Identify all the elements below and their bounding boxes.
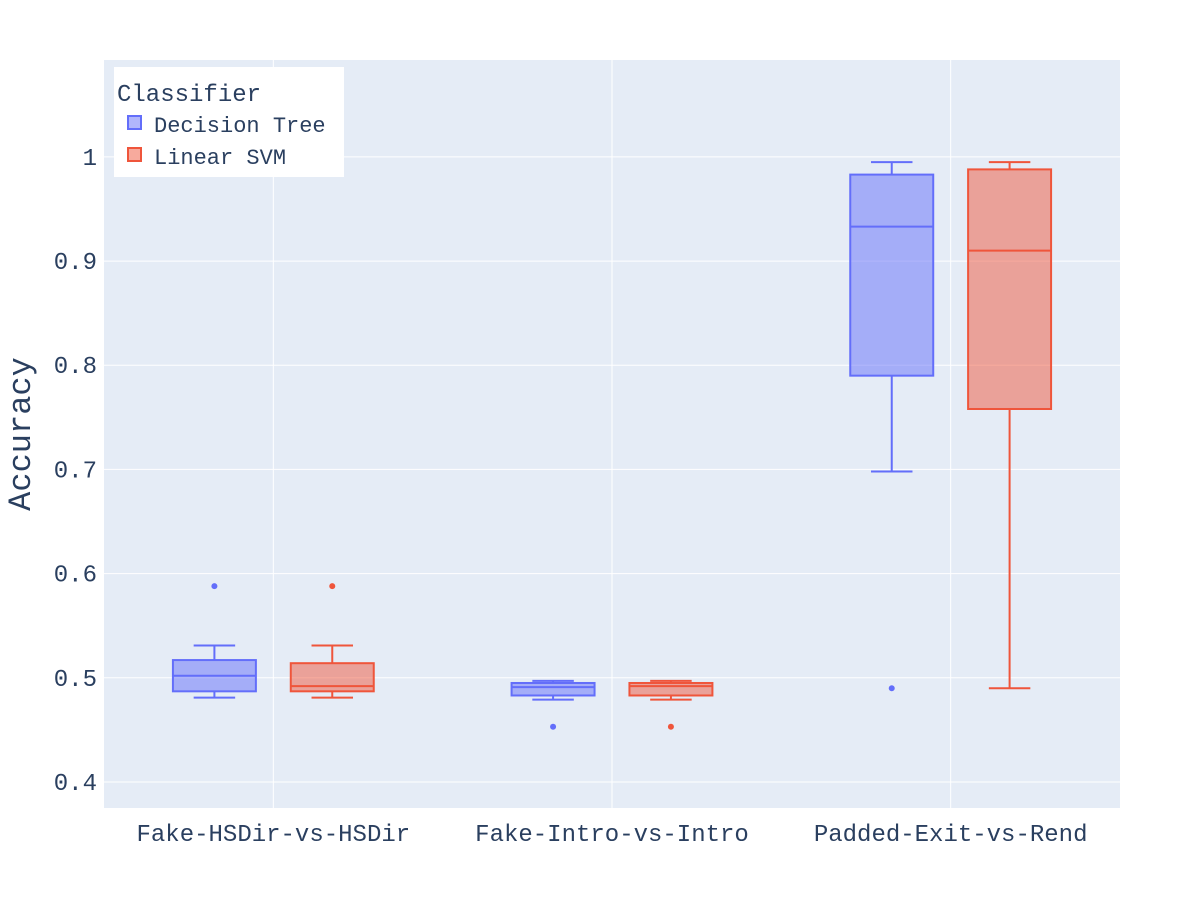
box-linear-svm-1 [289, 583, 375, 699]
legend-label: Linear SVM [154, 146, 286, 171]
outlier-point [550, 723, 557, 730]
box-iqr [628, 681, 714, 697]
y-tick-label: 1 [83, 146, 97, 173]
x-category-label: Padded-Exit-vs-Rend [814, 822, 1088, 849]
outlier-point [667, 723, 674, 730]
legend-label: Decision Tree [154, 114, 326, 139]
box-decision-tree-1 [171, 583, 257, 699]
y-tick-label: 0.5 [54, 667, 97, 694]
box-decision-tree-3 [849, 161, 935, 692]
legend-background [114, 67, 344, 177]
legend-swatch [127, 147, 142, 162]
box-iqr [967, 168, 1053, 410]
outlier-point [211, 583, 218, 590]
legend-swatch [127, 115, 142, 130]
y-tick-label: 0.8 [54, 354, 97, 381]
box-linear-svm-3 [967, 161, 1053, 690]
legend-title: Classifier [117, 82, 261, 109]
outlier-point [888, 685, 895, 692]
y-axis-tick-labels: 0.4 0.5 0.6 0.7 0.8 0.9 1 [54, 146, 97, 798]
grid-lines [104, 60, 1120, 808]
box-series-layer [171, 161, 1053, 730]
box-iqr [510, 681, 596, 697]
y-axis-title: Accuracy [3, 357, 40, 511]
box-linear-svm-2 [628, 679, 714, 730]
x-category-label: Fake-Intro-vs-Intro [475, 822, 749, 849]
outlier-point [329, 583, 336, 590]
x-category-label: Fake-HSDir-vs-HSDir [137, 822, 411, 849]
legend-item-decision-tree[interactable]: Decision Tree [127, 114, 326, 139]
box-decision-tree-2 [510, 679, 596, 730]
x-axis-category-labels: Fake-HSDir-vs-HSDir Fake-Intro-vs-Intro Pa… [137, 822, 1088, 849]
y-tick-label: 0.9 [54, 250, 97, 277]
y-tick-label: 0.7 [54, 458, 97, 485]
y-tick-label: 0.6 [54, 563, 97, 590]
legend[interactable]: Classifier Decision Tree Linear SVM [114, 67, 344, 177]
legend-item-linear-svm[interactable]: Linear SVM [127, 146, 286, 171]
y-tick-label: 0.4 [54, 771, 97, 798]
box-iqr [849, 173, 935, 377]
